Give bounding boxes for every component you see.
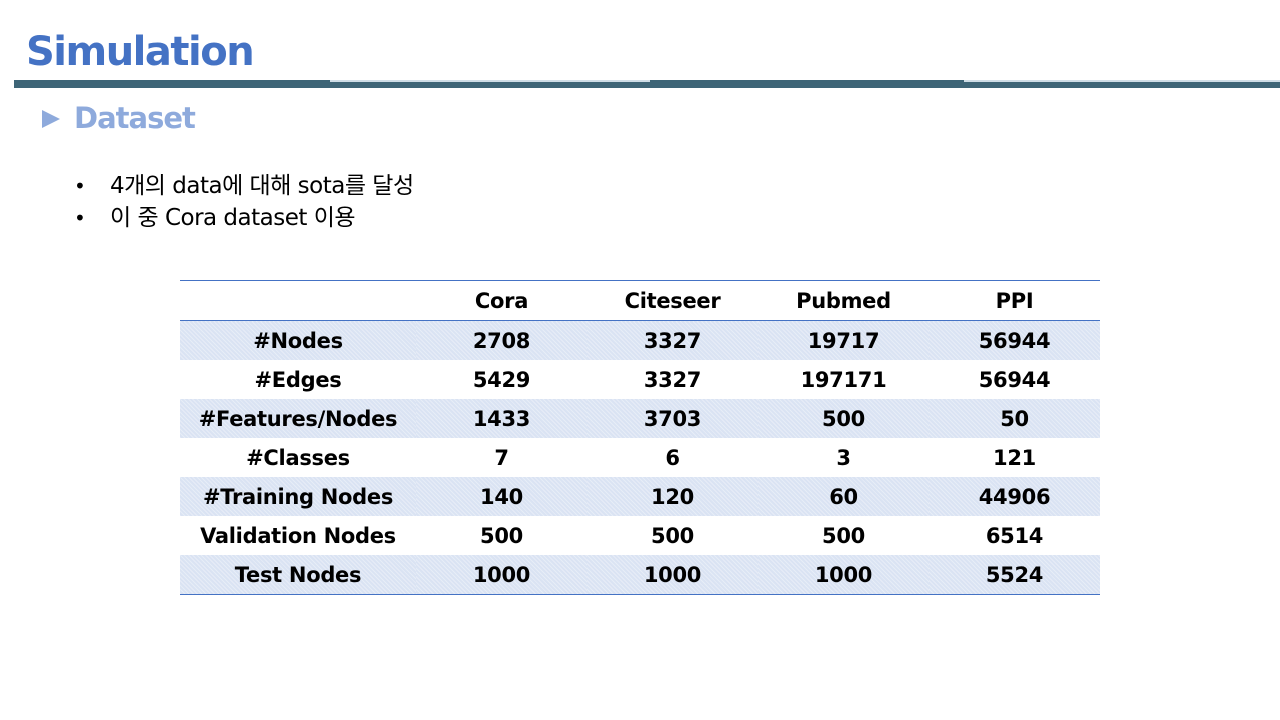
- table-cell: 50: [929, 399, 1100, 438]
- row-label-cell: #Features/Nodes: [180, 399, 416, 438]
- row-label-cell: #Training Nodes: [180, 477, 416, 516]
- table-cell: 56944: [929, 320, 1100, 360]
- table-cell: 6514: [985, 523, 1044, 548]
- row-label-cell: #Edges: [254, 367, 342, 392]
- table-header-cell: [180, 280, 416, 321]
- table-row: #Nodes 2708 3327 19717 56944: [180, 320, 1100, 360]
- table-cell: 500: [651, 523, 694, 548]
- table-row: #Training Nodes 140 120 60 44906: [180, 477, 1100, 516]
- bullet-text: 이 중 Cora dataset 이용: [110, 205, 356, 231]
- table-cell: 3: [836, 445, 851, 470]
- bullet-item: • 4개의 data에 대해 sota를 달성: [74, 170, 414, 202]
- bullet-text: 4개의 data에 대해 sota를 달성: [110, 173, 414, 199]
- table-cell: 140: [416, 477, 587, 516]
- table-cell: 6: [665, 445, 680, 470]
- table-cell: 44906: [929, 477, 1100, 516]
- table-header-cell: Pubmed: [758, 280, 929, 321]
- table-cell: 5524: [929, 555, 1100, 595]
- table-header-cell: PPI: [929, 280, 1100, 321]
- table-cell: 3703: [587, 399, 758, 438]
- table-cell: 1000: [416, 555, 587, 595]
- table-cell: 5429: [472, 367, 531, 392]
- table-cell: 19717: [758, 320, 929, 360]
- table-row: Test Nodes 1000 1000 1000 5524: [180, 555, 1100, 595]
- table-header-row: Cora Citeseer Pubmed PPI: [180, 280, 1100, 321]
- bullet-dot-icon: •: [74, 206, 86, 230]
- bullet-dot-icon: •: [74, 174, 86, 198]
- table-row: #Features/Nodes 1433 3703 500 50: [180, 399, 1100, 438]
- table-cell: 60: [758, 477, 929, 516]
- section-heading-label: Dataset: [74, 101, 196, 135]
- table-cell: 500: [822, 523, 865, 548]
- table-row: Validation Nodes 500 500 500 6514: [180, 516, 1100, 555]
- table-cell: 197171: [800, 367, 887, 392]
- row-label-cell: #Classes: [246, 445, 350, 470]
- table-cell: 500: [480, 523, 523, 548]
- bullet-list: • 4개의 data에 대해 sota를 달성 • 이 중 Cora datas…: [74, 170, 414, 234]
- table-cell: 120: [587, 477, 758, 516]
- title-underline-rule: [14, 80, 1280, 88]
- table-row: #Edges 5429 3327 197171 56944: [180, 360, 1100, 399]
- table-cell: 500: [758, 399, 929, 438]
- triangle-bullet-icon: [42, 110, 60, 128]
- dataset-statistics-table: Cora Citeseer Pubmed PPI #Nodes 2708 332…: [180, 280, 1100, 595]
- row-label-cell: Validation Nodes: [200, 523, 396, 548]
- row-label-cell: Test Nodes: [180, 555, 416, 595]
- bullet-item: • 이 중 Cora dataset 이용: [74, 202, 414, 234]
- table-cell: 121: [993, 445, 1036, 470]
- table-header-cell: Cora: [416, 280, 587, 321]
- table-cell: 1000: [587, 555, 758, 595]
- table-cell: 1433: [416, 399, 587, 438]
- section-heading: Dataset: [42, 100, 196, 136]
- table-cell: 1000: [758, 555, 929, 595]
- table-cell: 2708: [416, 320, 587, 360]
- slide-title: Simulation: [26, 29, 255, 75]
- row-label-cell: #Nodes: [180, 320, 416, 360]
- table-header-cell: Citeseer: [587, 280, 758, 321]
- table-cell: 56944: [978, 367, 1051, 392]
- table-cell: 3327: [587, 320, 758, 360]
- table-cell: 3327: [643, 367, 702, 392]
- table-row: #Classes 7 6 3 121: [180, 438, 1100, 477]
- table-cell: 7: [494, 445, 509, 470]
